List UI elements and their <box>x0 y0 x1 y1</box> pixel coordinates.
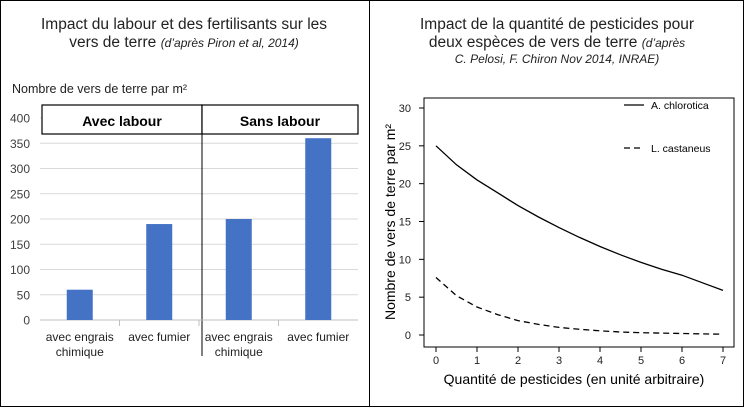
bar-y-tick-label: 100 <box>10 263 30 277</box>
line-x-tick-label: 4 <box>597 355 603 367</box>
bar-y-tick-label: 350 <box>10 137 30 151</box>
right-title-line2-wrap: deux espèces de vers de terre (d’après <box>376 34 738 52</box>
bar <box>66 289 93 320</box>
line-y-tick-label: 15 <box>399 217 411 229</box>
series-line <box>435 277 724 335</box>
group-header-box <box>41 104 203 135</box>
bar-y-tick-label: 50 <box>17 288 31 302</box>
line-y-tick-label: 5 <box>405 292 411 304</box>
series-line <box>435 145 724 292</box>
bar-category-label: avec engrais <box>205 330 273 344</box>
bar-category-label: chimique <box>56 345 104 359</box>
bar-y-tick-label: 0 <box>23 314 30 328</box>
group-header-box <box>201 104 359 135</box>
bar <box>225 219 252 320</box>
panel-divider <box>369 0 370 407</box>
line-y-axis-label: Nombre de vers de terre par m² <box>382 124 398 320</box>
line-y-tick-label: 10 <box>399 254 411 266</box>
line-x-tick-label: 7 <box>720 355 726 367</box>
bar-category-label: avec fumier <box>128 330 190 344</box>
left-chart-title: Impact du labour et des fertilisants sur… <box>8 16 360 52</box>
line-x-tick-label: 1 <box>474 355 480 367</box>
legend-label: L. castaneus <box>651 143 711 155</box>
right-title-source-2: C. Pelosi, F. Chiron Nov 2014, INRAE) <box>454 52 660 66</box>
group-label-avec-labour: Avec labour <box>82 113 162 129</box>
bar-y-tick-label: 400 <box>10 112 30 126</box>
line-y-tick-label: 20 <box>399 179 411 191</box>
bar-y-tick-label: 250 <box>10 187 30 201</box>
bar-category-label: chimique <box>215 345 263 359</box>
legend-label: A. chlorotica <box>651 100 709 112</box>
line-y-tick-label: 25 <box>399 141 411 153</box>
bar-y-tick-label: 300 <box>10 162 30 176</box>
left-title-line1: Impact du labour et des fertilisants sur… <box>40 16 328 33</box>
bar-y-tick-label: 200 <box>10 213 30 227</box>
right-title-source-1: (d’après <box>641 36 686 50</box>
right-title-line2: deux espèces de vers de terre <box>428 34 638 51</box>
bar <box>305 138 332 320</box>
bar-category-label: avec fumier <box>287 330 349 344</box>
line-x-tick-label: 5 <box>638 355 644 367</box>
line-x-tick-label: 2 <box>515 355 521 367</box>
left-title-source: (d’après Piron et al, 2014) <box>160 36 299 50</box>
line-x-axis-label: Quantité de pesticides (en unité arbitra… <box>444 371 705 387</box>
bar-y-tick-label: 150 <box>10 238 30 252</box>
bar-category-label: avec engrais <box>46 330 114 344</box>
line-x-tick-label: 0 <box>433 355 439 367</box>
line-plot-border <box>423 97 735 348</box>
line-x-tick-label: 6 <box>679 355 685 367</box>
bar-y-axis-label: Nombre de vers de terre par m² <box>12 82 187 96</box>
line-x-tick-label: 3 <box>556 355 562 367</box>
group-label-sans-labour: Sans labour <box>240 113 321 129</box>
right-chart-title: Impact de la quantité de pesticides pour… <box>376 16 738 66</box>
left-title-line2-wrap: vers de terre (d’après Piron et al, 2014… <box>8 34 360 52</box>
line-y-tick-label: 0 <box>405 330 411 342</box>
bar <box>146 224 173 320</box>
right-title-line1: Impact de la quantité de pesticides pour <box>419 16 694 33</box>
left-title-line2: vers de terre <box>69 34 157 51</box>
line-y-tick-label: 30 <box>399 103 411 115</box>
